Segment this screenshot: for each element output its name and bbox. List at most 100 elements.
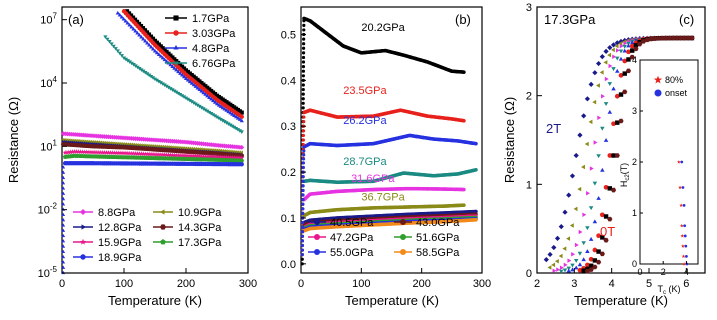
panel-b-drop-point bbox=[301, 175, 305, 179]
panel-c-point bbox=[592, 99, 597, 105]
panel-a-point bbox=[214, 115, 220, 120]
panel-a-point bbox=[144, 151, 150, 157]
panel-c-point bbox=[585, 249, 590, 254]
panel-a-legend-marker bbox=[80, 254, 86, 260]
panel-c-point bbox=[588, 206, 594, 211]
panel-a-point bbox=[220, 105, 225, 110]
panel-a-point bbox=[154, 78, 160, 83]
panel-a-point bbox=[141, 36, 146, 41]
panel-a-plot-area bbox=[60, 9, 245, 275]
panel-b-series-20.2GPa: 20.2GPa bbox=[302, 16, 466, 74]
panel-a-point bbox=[90, 149, 96, 155]
panel-b-drop-point bbox=[301, 211, 305, 215]
panel-a-point bbox=[131, 15, 136, 20]
panel-c-point bbox=[592, 181, 598, 186]
panel-a-point bbox=[160, 55, 165, 60]
panel-a-point bbox=[113, 150, 119, 156]
panel-a-point bbox=[150, 46, 156, 51]
panel-c-point bbox=[554, 235, 561, 241]
panel-c-point bbox=[567, 258, 572, 263]
panel-c-point bbox=[566, 192, 572, 198]
inset-ylabel-unit: (T) bbox=[619, 163, 629, 175]
panel-a-point bbox=[218, 104, 223, 108]
panel-a-series-14.3GPa bbox=[60, 142, 245, 158]
panel-c-point bbox=[599, 70, 604, 75]
panel-a-point bbox=[133, 28, 138, 33]
panel-b-legend-marker bbox=[314, 234, 320, 240]
panel-b-point bbox=[474, 168, 478, 172]
panel-a-point bbox=[216, 116, 221, 121]
panel-c-point bbox=[562, 209, 568, 215]
panel-a-drop-point bbox=[61, 254, 66, 259]
panel-c-xlabel: Temperature (K) bbox=[574, 293, 668, 308]
panel-c-point bbox=[618, 56, 624, 61]
inset-ytick-label: 2 bbox=[632, 157, 637, 167]
panel-a-point bbox=[211, 113, 216, 117]
panel-b-drop-point bbox=[302, 115, 306, 119]
panel-b-series-23.5GPa: 23.5GPa bbox=[302, 85, 466, 123]
panel-a-point bbox=[145, 40, 150, 45]
panel-a-point bbox=[207, 95, 212, 99]
panel-a-point bbox=[166, 152, 172, 158]
panel-a-point bbox=[235, 128, 241, 132]
panel-c-xtick-label: 2 bbox=[534, 278, 540, 290]
panel-a-drop-point bbox=[61, 249, 66, 253]
panel-a-point bbox=[142, 28, 148, 33]
panel-c-point bbox=[611, 86, 616, 91]
panel-c-point bbox=[599, 53, 605, 60]
panel-a-drop-point bbox=[61, 265, 66, 269]
panel-a-drop-point bbox=[61, 170, 66, 174]
panel-b-drop-point bbox=[301, 51, 306, 55]
panel-a-point bbox=[142, 151, 148, 157]
panel-b-series-label: 36.7GPa bbox=[361, 192, 405, 204]
panel-b-drop-point bbox=[300, 234, 305, 238]
panel-a-point bbox=[181, 152, 187, 158]
panel-b-series-label: 23.5GPa bbox=[343, 85, 387, 97]
panel-a-point bbox=[228, 123, 233, 128]
panel-a-xtick-label: 100 bbox=[115, 278, 133, 290]
panel-a-point bbox=[152, 151, 158, 157]
panel-a-point bbox=[239, 110, 244, 115]
panel-c-point bbox=[582, 212, 587, 218]
panel-a-point bbox=[129, 150, 135, 156]
panel-a-point bbox=[230, 124, 235, 129]
panel-c-point bbox=[570, 263, 575, 268]
panel-c-point bbox=[551, 262, 556, 268]
panel-c-point bbox=[603, 102, 609, 107]
panel-a-ytick-label: 10-2 bbox=[38, 202, 58, 217]
panel-a-point bbox=[84, 149, 90, 155]
panel-a-point bbox=[207, 110, 212, 115]
panel-a-point bbox=[137, 21, 142, 26]
panel-c-point bbox=[596, 154, 601, 159]
panel-a-drop-point bbox=[61, 212, 66, 217]
panel-a-point bbox=[174, 67, 179, 72]
panel-c-point bbox=[566, 268, 571, 273]
panel-c-field-2t: 2T bbox=[546, 121, 561, 136]
panel-a-ytick-base: 10 bbox=[40, 141, 52, 153]
panel-c-point bbox=[578, 229, 583, 235]
panel-a-ytick-exp: 4 bbox=[53, 75, 58, 84]
panel-a-ytick-base: 10 bbox=[38, 205, 50, 217]
panel-b-drop-point bbox=[301, 133, 306, 138]
panel-a-point bbox=[123, 18, 128, 23]
panel-a-point bbox=[178, 71, 183, 75]
panel-a-point bbox=[232, 113, 237, 117]
panel-a-point bbox=[178, 93, 183, 97]
panel-c-point bbox=[547, 265, 552, 270]
panel-a-point bbox=[170, 64, 175, 68]
panel-a-point bbox=[216, 154, 222, 160]
panel-a-point bbox=[187, 98, 192, 103]
panel-c-point bbox=[562, 246, 567, 251]
panel-b-drop-point bbox=[301, 202, 305, 206]
panel-c-point bbox=[607, 109, 613, 114]
panel-a-point bbox=[78, 149, 84, 154]
panel-b-point bbox=[474, 218, 478, 222]
panel-a-point bbox=[156, 79, 161, 84]
panel-c-point bbox=[571, 251, 576, 257]
panel-a-point bbox=[119, 14, 124, 19]
panel-b-legend-marker bbox=[400, 219, 406, 225]
panel-a-point bbox=[191, 82, 196, 87]
panel-a-legend-marker bbox=[160, 209, 165, 215]
